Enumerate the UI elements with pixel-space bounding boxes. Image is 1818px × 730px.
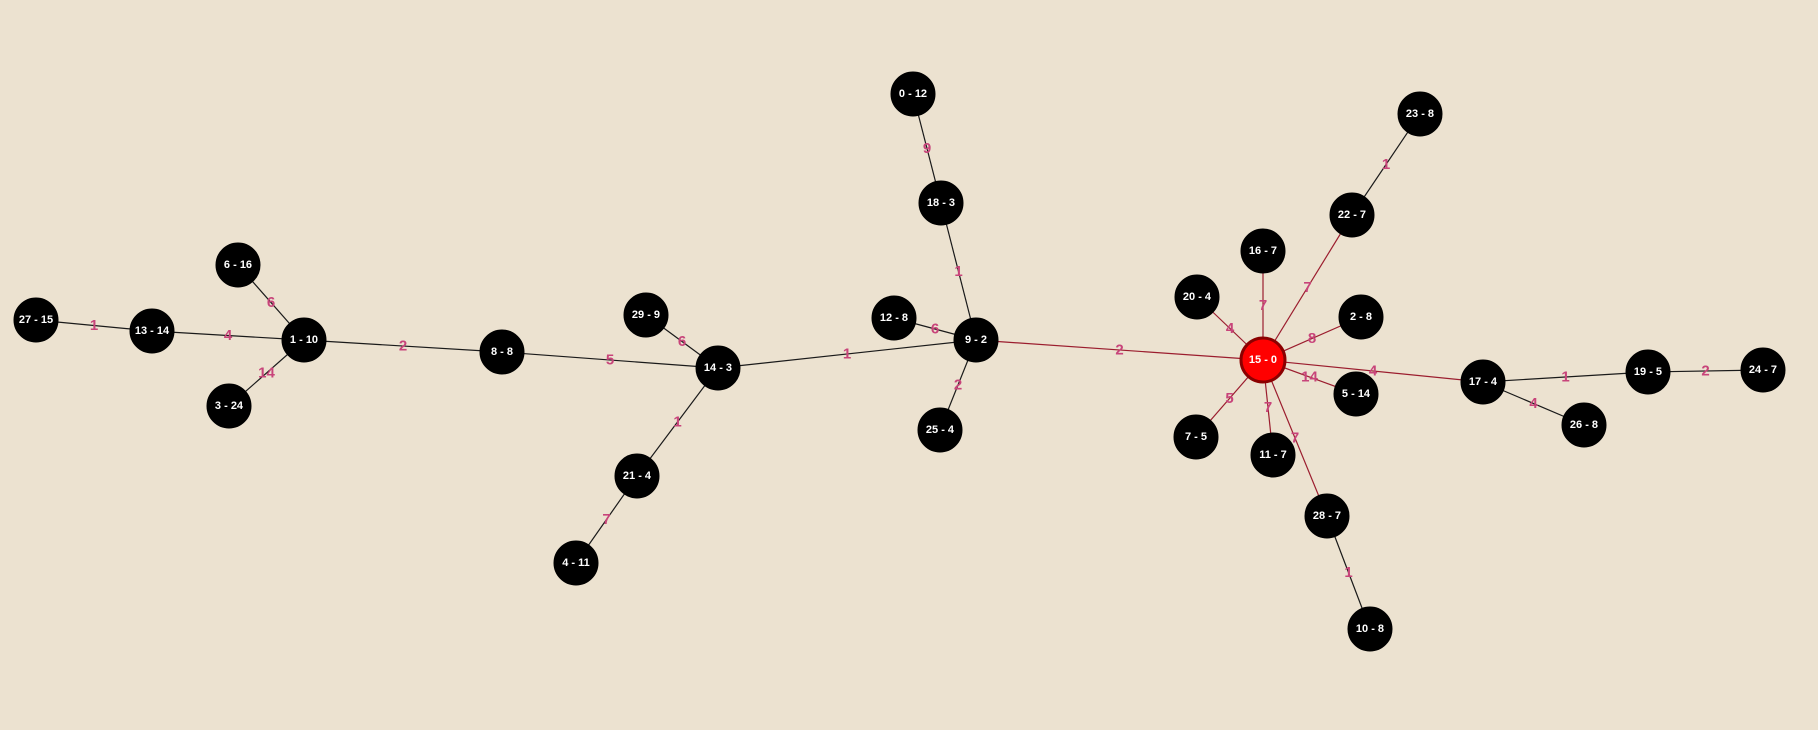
edge-weight-12-8-to-9-2: 6 bbox=[931, 321, 939, 338]
node-18-3[interactable]: 18 - 3 bbox=[919, 181, 963, 225]
node-label: 9 - 2 bbox=[965, 334, 987, 346]
edge-weight-28-7-to-10-8: 1 bbox=[1344, 564, 1352, 581]
node-4-11[interactable]: 4 - 11 bbox=[554, 541, 598, 585]
node-label: 16 - 7 bbox=[1249, 245, 1277, 257]
node-1-10[interactable]: 1 - 10 bbox=[282, 318, 326, 362]
edge-weight-19-5-to-24-7: 2 bbox=[1701, 363, 1709, 380]
edge-weight-9-2-to-15-0: 2 bbox=[1115, 342, 1123, 359]
node-16-7[interactable]: 16 - 7 bbox=[1241, 229, 1285, 273]
edge-weight-15-0-to-7-5: 5 bbox=[1225, 390, 1233, 407]
node-label: 0 - 12 bbox=[899, 88, 927, 100]
edge-weight-18-3-to-9-2: 1 bbox=[954, 263, 962, 280]
node-26-8[interactable]: 26 - 8 bbox=[1562, 403, 1606, 447]
node-28-7[interactable]: 28 - 7 bbox=[1305, 494, 1349, 538]
edge-weight-15-0-to-2-8: 8 bbox=[1308, 330, 1316, 347]
node-label: 1 - 10 bbox=[290, 334, 318, 346]
edge-weight-16-7-to-15-0: 7 bbox=[1259, 297, 1267, 314]
node-label: 17 - 4 bbox=[1469, 376, 1498, 388]
root-node-15-0[interactable]: 15 - 0 bbox=[1241, 338, 1285, 382]
node-label: 5 - 14 bbox=[1342, 388, 1371, 400]
node-8-8[interactable]: 8 - 8 bbox=[480, 330, 524, 374]
node-7-5[interactable]: 7 - 5 bbox=[1174, 415, 1218, 459]
node-11-7[interactable]: 11 - 7 bbox=[1251, 433, 1295, 477]
node-label: 12 - 8 bbox=[880, 312, 908, 324]
edge-weight-14-3-to-9-2: 1 bbox=[843, 346, 851, 363]
edge-weight-29-9-to-14-3: 6 bbox=[678, 333, 686, 350]
node-label: 10 - 8 bbox=[1356, 623, 1384, 635]
node-label: 19 - 5 bbox=[1634, 366, 1662, 378]
node-label: 28 - 7 bbox=[1313, 510, 1341, 522]
node-label: 15 - 0 bbox=[1249, 354, 1277, 366]
edge-weight-22-7-to-23-8: 1 bbox=[1382, 156, 1390, 173]
node-14-3[interactable]: 14 - 3 bbox=[696, 346, 740, 390]
node-22-7[interactable]: 22 - 7 bbox=[1330, 193, 1374, 237]
edge-weight-14-3-to-21-4: 1 bbox=[673, 414, 681, 431]
edge-weight-27-15-to-13-14: 1 bbox=[90, 317, 98, 334]
node-label: 20 - 4 bbox=[1183, 291, 1212, 303]
edge-weight-0-12-to-18-3: 9 bbox=[923, 140, 931, 157]
node-label: 25 - 4 bbox=[926, 424, 955, 436]
node-label: 6 - 16 bbox=[224, 259, 252, 271]
node-17-4[interactable]: 17 - 4 bbox=[1461, 360, 1505, 404]
node-label: 29 - 9 bbox=[632, 309, 660, 321]
edge-weight-3-24-to-1-10: 14 bbox=[258, 365, 275, 382]
node-2-8[interactable]: 2 - 8 bbox=[1339, 295, 1383, 339]
node-label: 24 - 7 bbox=[1749, 364, 1777, 376]
node-23-8[interactable]: 23 - 8 bbox=[1398, 92, 1442, 136]
node-10-8[interactable]: 10 - 8 bbox=[1348, 607, 1392, 651]
node-label: 22 - 7 bbox=[1338, 209, 1366, 221]
node-3-24[interactable]: 3 - 24 bbox=[207, 384, 251, 428]
node-label: 27 - 15 bbox=[19, 314, 53, 326]
node-13-14[interactable]: 13 - 14 bbox=[130, 309, 174, 353]
node-12-8[interactable]: 12 - 8 bbox=[872, 296, 916, 340]
node-29-9[interactable]: 29 - 9 bbox=[624, 293, 668, 337]
edge-weight-8-8-to-14-3: 5 bbox=[606, 352, 614, 369]
edge-weight-15-0-to-22-7: 7 bbox=[1303, 279, 1311, 296]
node-label: 23 - 8 bbox=[1406, 108, 1434, 120]
edge-weight-17-4-to-19-5: 1 bbox=[1561, 369, 1569, 386]
node-5-14[interactable]: 5 - 14 bbox=[1334, 372, 1378, 416]
node-21-4[interactable]: 21 - 4 bbox=[615, 454, 659, 498]
edge-weight-9-2-to-25-4: 2 bbox=[954, 377, 962, 394]
edge-weight-21-4-to-4-11: 7 bbox=[602, 511, 610, 528]
node-9-2[interactable]: 9 - 2 bbox=[954, 318, 998, 362]
edge-weight-20-4-to-15-0: 4 bbox=[1226, 320, 1235, 337]
node-label: 11 - 7 bbox=[1259, 449, 1287, 461]
node-19-5[interactable]: 19 - 5 bbox=[1626, 350, 1670, 394]
node-label: 4 - 11 bbox=[562, 557, 590, 569]
edges-layer bbox=[36, 94, 1763, 629]
node-6-16[interactable]: 6 - 16 bbox=[216, 243, 260, 287]
node-0-12[interactable]: 0 - 12 bbox=[891, 72, 935, 116]
node-label: 2 - 8 bbox=[1350, 311, 1372, 323]
node-label: 21 - 4 bbox=[623, 470, 652, 482]
edge-weight-15-0-to-11-7: 7 bbox=[1264, 399, 1272, 416]
edge-weight-17-4-to-26-8: 4 bbox=[1529, 395, 1538, 412]
edge-weights-layer: 146142561719162247718571471441 2 bbox=[90, 140, 1710, 581]
node-label: 7 - 5 bbox=[1185, 431, 1207, 443]
node-label: 14 - 3 bbox=[704, 362, 732, 374]
node-label: 13 - 14 bbox=[135, 325, 170, 337]
edge-weight-1-10-to-8-8: 2 bbox=[399, 338, 407, 355]
node-27-15[interactable]: 27 - 15 bbox=[14, 298, 58, 342]
edge-weight-15-0-to-5-14: 14 bbox=[1301, 369, 1318, 386]
node-label: 3 - 24 bbox=[215, 400, 244, 412]
node-24-7[interactable]: 24 - 7 bbox=[1741, 348, 1785, 392]
node-20-4[interactable]: 20 - 4 bbox=[1175, 275, 1219, 319]
node-label: 8 - 8 bbox=[491, 346, 513, 358]
node-label: 18 - 3 bbox=[927, 197, 955, 209]
edge-weight-13-14-to-1-10: 4 bbox=[224, 327, 233, 344]
node-25-4[interactable]: 25 - 4 bbox=[918, 408, 962, 452]
node-label: 26 - 8 bbox=[1570, 419, 1598, 431]
edge-weight-6-16-to-1-10: 6 bbox=[267, 294, 275, 311]
